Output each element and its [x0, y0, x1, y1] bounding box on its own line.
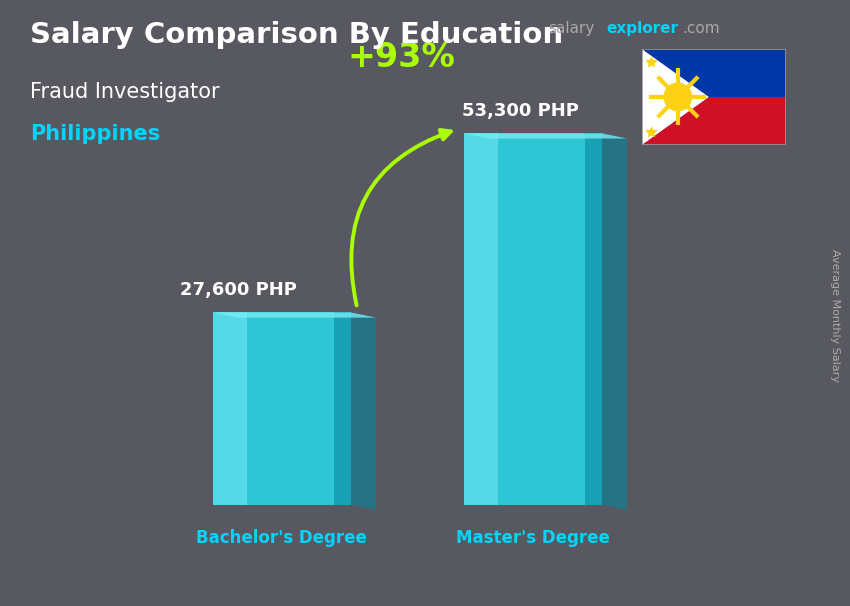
Text: +93%: +93% [348, 41, 455, 75]
Polygon shape [642, 49, 786, 97]
Text: Average Monthly Salary: Average Monthly Salary [830, 248, 840, 382]
Polygon shape [464, 133, 627, 139]
Polygon shape [351, 313, 376, 510]
Polygon shape [602, 133, 627, 510]
Circle shape [663, 82, 692, 112]
Text: Master's Degree: Master's Degree [456, 528, 609, 547]
Text: explorer: explorer [606, 21, 678, 36]
Text: salary: salary [548, 21, 595, 36]
Text: 27,600 PHP: 27,600 PHP [179, 281, 297, 299]
Bar [586, 133, 602, 505]
Text: Bachelor's Degree: Bachelor's Degree [196, 528, 367, 547]
Text: Fraud Investigator: Fraud Investigator [30, 82, 219, 102]
Text: .com: .com [683, 21, 720, 36]
Polygon shape [642, 49, 709, 145]
Polygon shape [212, 313, 376, 318]
Polygon shape [642, 97, 786, 145]
Bar [464, 133, 498, 505]
Bar [334, 313, 351, 505]
Bar [212, 313, 351, 505]
Text: Salary Comparison By Education: Salary Comparison By Education [30, 21, 563, 49]
Bar [464, 133, 602, 505]
Text: 53,300 PHP: 53,300 PHP [462, 102, 579, 121]
Bar [212, 313, 247, 505]
Text: Philippines: Philippines [30, 124, 160, 144]
